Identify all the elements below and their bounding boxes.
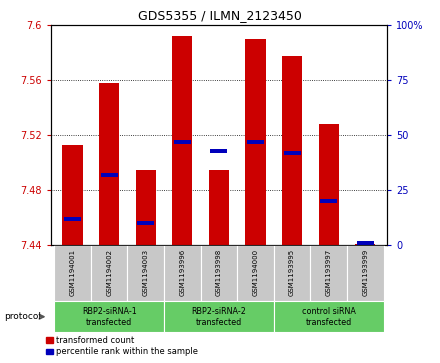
Bar (164, 301, 274, 332)
Text: protocol: protocol (4, 312, 41, 321)
Text: GSM1193997: GSM1193997 (326, 248, 332, 295)
Text: GSM1193996: GSM1193996 (180, 248, 185, 295)
Bar (274, 301, 384, 332)
Bar (172, 36, 192, 245)
Bar (320, 199, 337, 203)
Bar (310, 245, 347, 301)
Bar (91, 245, 128, 301)
Bar (274, 245, 310, 301)
Text: GSM1193995: GSM1193995 (289, 248, 295, 295)
Bar (237, 245, 274, 301)
Bar (101, 173, 117, 177)
Text: GSM1194000: GSM1194000 (253, 248, 258, 295)
Legend: transformed count, percentile rank within the sample: transformed count, percentile rank withi… (46, 336, 198, 356)
Text: GSM1194003: GSM1194003 (143, 248, 149, 295)
Bar (54, 245, 91, 301)
Bar (319, 124, 339, 245)
Bar (64, 217, 81, 221)
Text: GSM1193998: GSM1193998 (216, 248, 222, 295)
Bar (99, 83, 119, 245)
Text: GSM1194002: GSM1194002 (106, 249, 112, 295)
Bar (357, 241, 374, 245)
Bar (282, 56, 302, 245)
Bar (201, 245, 237, 301)
Bar (347, 245, 384, 301)
Bar (128, 245, 164, 301)
Text: GDS5355 / ILMN_2123450: GDS5355 / ILMN_2123450 (138, 9, 302, 22)
Bar (209, 170, 229, 245)
Bar (164, 245, 201, 301)
Bar (283, 151, 301, 155)
Bar (136, 170, 156, 245)
Bar (174, 140, 191, 144)
Text: RBP2-siRNA-1
transfected: RBP2-siRNA-1 transfected (82, 307, 136, 327)
Bar (137, 221, 154, 225)
Bar (355, 244, 375, 245)
Bar (247, 140, 264, 144)
Text: RBP2-siRNA-2
transfected: RBP2-siRNA-2 transfected (191, 307, 246, 327)
Text: control siRNA
transfected: control siRNA transfected (302, 307, 356, 327)
Bar (246, 39, 266, 245)
Bar (62, 145, 83, 245)
Bar (54, 301, 164, 332)
Text: GSM1193999: GSM1193999 (362, 248, 368, 295)
Text: GSM1194001: GSM1194001 (70, 248, 76, 295)
Bar (210, 148, 227, 152)
